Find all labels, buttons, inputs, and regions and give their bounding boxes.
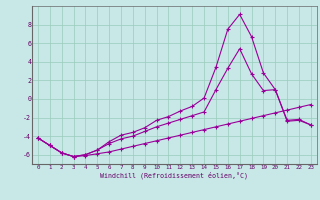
X-axis label: Windchill (Refroidissement éolien,°C): Windchill (Refroidissement éolien,°C) — [100, 171, 248, 179]
